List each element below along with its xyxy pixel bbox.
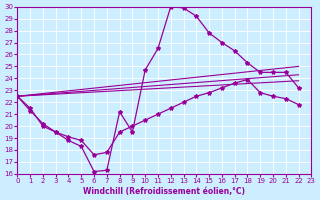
- X-axis label: Windchill (Refroidissement éolien,°C): Windchill (Refroidissement éolien,°C): [84, 187, 245, 196]
